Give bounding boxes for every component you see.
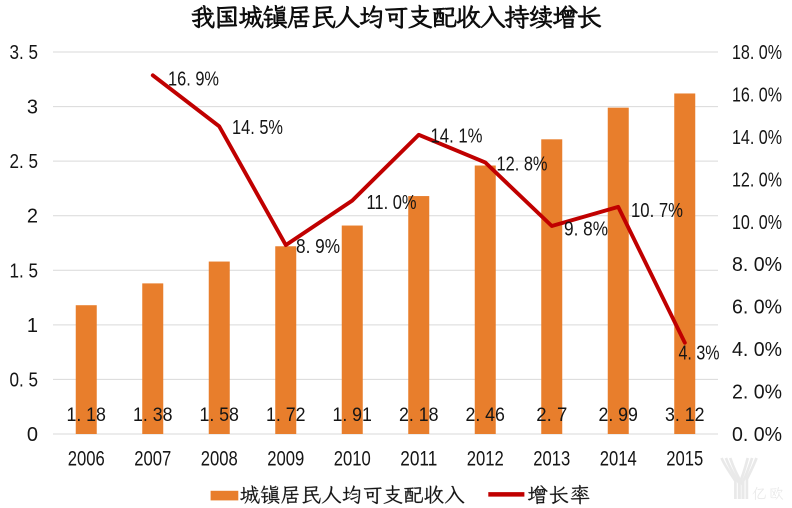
svg-text:2008: 2008 xyxy=(201,448,238,471)
svg-text:8. 0%: 8. 0% xyxy=(732,254,782,276)
svg-text:2014: 2014 xyxy=(600,448,637,471)
svg-text:2007: 2007 xyxy=(134,448,171,471)
svg-text:10. 0%: 10. 0% xyxy=(732,212,782,234)
svg-text:11. 0%: 11. 0% xyxy=(367,191,417,214)
svg-text:14. 0%: 14. 0% xyxy=(732,127,782,149)
svg-text:16. 0%: 16. 0% xyxy=(732,84,782,106)
svg-text:1. 38: 1. 38 xyxy=(133,404,173,426)
svg-text:2010: 2010 xyxy=(334,448,371,471)
svg-text:2. 99: 2. 99 xyxy=(598,404,638,426)
svg-text:10. 7%: 10. 7% xyxy=(631,199,683,222)
svg-text:8. 9%: 8. 9% xyxy=(296,235,340,258)
svg-text:1. 5: 1. 5 xyxy=(10,260,39,282)
svg-text:2. 7: 2. 7 xyxy=(536,404,567,426)
svg-text:2015: 2015 xyxy=(666,448,703,471)
svg-text:16. 9%: 16. 9% xyxy=(168,67,219,90)
svg-text:2: 2 xyxy=(27,206,38,228)
svg-text:2. 18: 2. 18 xyxy=(399,404,439,426)
svg-text:1. 58: 1. 58 xyxy=(199,404,239,426)
svg-text:2. 5: 2. 5 xyxy=(10,151,39,173)
svg-text:0: 0 xyxy=(27,424,38,446)
svg-text:4. 0%: 4. 0% xyxy=(732,339,782,361)
svg-text:1. 91: 1. 91 xyxy=(332,404,372,426)
svg-text:1: 1 xyxy=(27,315,38,337)
svg-text:3. 5: 3. 5 xyxy=(10,42,39,64)
svg-text:3. 12: 3. 12 xyxy=(665,404,705,426)
svg-text:0. 0%: 0. 0% xyxy=(732,424,782,446)
svg-text:1. 72: 1. 72 xyxy=(266,404,306,426)
svg-text:9. 8%: 9. 8% xyxy=(564,217,608,240)
svg-text:12. 8%: 12. 8% xyxy=(497,153,548,176)
svg-text:1. 18: 1. 18 xyxy=(66,404,106,426)
svg-text:2012: 2012 xyxy=(467,448,504,471)
svg-text:0. 5: 0. 5 xyxy=(10,369,39,391)
svg-text:3: 3 xyxy=(27,97,38,119)
svg-text:14. 1%: 14. 1% xyxy=(431,124,483,147)
svg-text:14. 5%: 14. 5% xyxy=(232,116,283,139)
svg-text:18. 0%: 18. 0% xyxy=(732,42,782,64)
svg-text:12. 0%: 12. 0% xyxy=(732,169,782,191)
svg-text:2. 46: 2. 46 xyxy=(465,404,505,426)
svg-text:2009: 2009 xyxy=(267,448,304,471)
svg-text:2013: 2013 xyxy=(533,448,570,471)
svg-text:4. 3%: 4. 3% xyxy=(679,341,720,364)
svg-text:6. 0%: 6. 0% xyxy=(732,297,782,319)
svg-text:2. 0%: 2. 0% xyxy=(732,382,782,404)
svg-text:2011: 2011 xyxy=(400,448,437,471)
svg-text:2006: 2006 xyxy=(68,448,105,471)
